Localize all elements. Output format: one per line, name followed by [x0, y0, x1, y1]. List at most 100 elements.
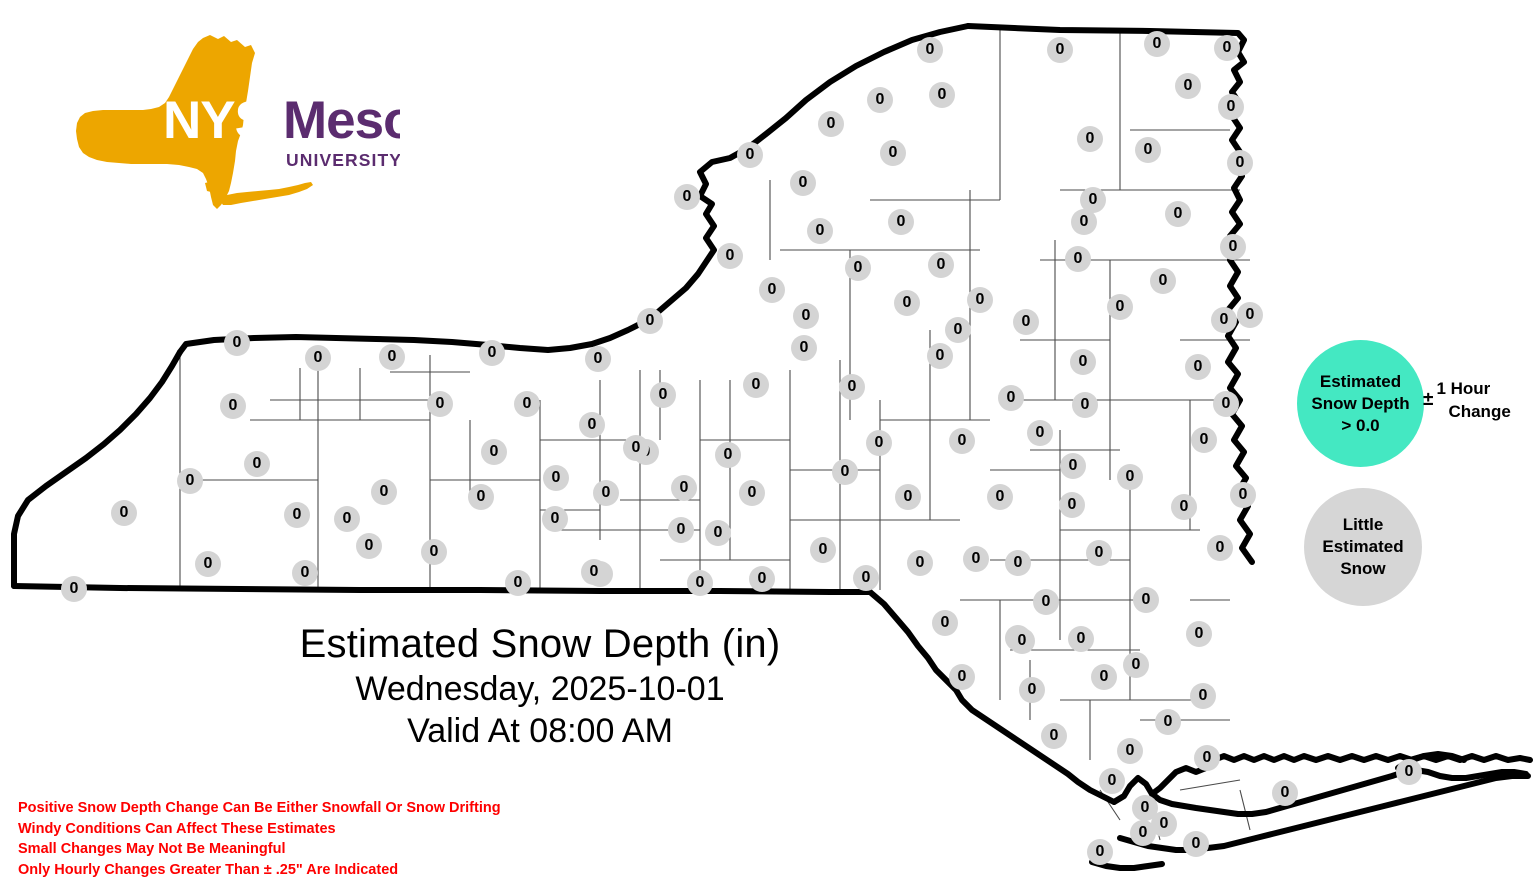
- station-marker[interactable]: 0: [224, 330, 250, 356]
- station-marker[interactable]: 0: [1133, 587, 1159, 613]
- station-marker[interactable]: 0: [866, 430, 892, 456]
- station-marker[interactable]: 0: [1214, 35, 1240, 61]
- station-marker[interactable]: 0: [579, 412, 605, 438]
- station-marker[interactable]: 0: [839, 374, 865, 400]
- station-marker[interactable]: 0: [1091, 664, 1117, 690]
- station-marker[interactable]: 0: [1041, 723, 1067, 749]
- station-marker[interactable]: 0: [1237, 302, 1263, 328]
- station-marker[interactable]: 0: [928, 252, 954, 278]
- station-marker[interactable]: 0: [945, 317, 971, 343]
- station-marker[interactable]: 0: [1272, 780, 1298, 806]
- station-marker[interactable]: 0: [1218, 94, 1244, 120]
- station-marker[interactable]: 0: [793, 303, 819, 329]
- station-marker[interactable]: 0: [177, 468, 203, 494]
- station-marker[interactable]: 0: [1211, 307, 1237, 333]
- station-marker[interactable]: 0: [759, 277, 785, 303]
- station-marker[interactable]: 0: [967, 287, 993, 313]
- station-marker[interactable]: 0: [292, 560, 318, 586]
- station-marker[interactable]: 0: [1151, 811, 1177, 837]
- station-marker[interactable]: 0: [932, 610, 958, 636]
- station-marker[interactable]: 0: [427, 391, 453, 417]
- station-marker[interactable]: 0: [1019, 677, 1045, 703]
- station-marker[interactable]: 0: [1183, 831, 1209, 857]
- station-marker[interactable]: 0: [987, 484, 1013, 510]
- station-marker[interactable]: 0: [220, 393, 246, 419]
- station-marker[interactable]: 0: [1070, 349, 1096, 375]
- station-marker[interactable]: 0: [880, 140, 906, 166]
- station-marker[interactable]: 0: [907, 550, 933, 576]
- station-marker[interactable]: 0: [1068, 626, 1094, 652]
- station-marker[interactable]: 0: [1123, 652, 1149, 678]
- station-marker[interactable]: 0: [832, 459, 858, 485]
- station-marker[interactable]: 0: [1117, 738, 1143, 764]
- station-marker[interactable]: 0: [810, 537, 836, 563]
- station-marker[interactable]: 0: [888, 209, 914, 235]
- station-marker[interactable]: 0: [505, 570, 531, 596]
- station-marker[interactable]: 0: [705, 520, 731, 546]
- station-marker[interactable]: 0: [867, 87, 893, 113]
- station-marker[interactable]: 0: [743, 372, 769, 398]
- station-marker[interactable]: 0: [543, 465, 569, 491]
- station-marker[interactable]: 0: [927, 343, 953, 369]
- station-marker[interactable]: 0: [1155, 709, 1181, 735]
- station-marker[interactable]: 0: [1171, 494, 1197, 520]
- station-marker[interactable]: 0: [1220, 234, 1246, 260]
- station-marker[interactable]: 0: [671, 475, 697, 501]
- station-marker[interactable]: 0: [1117, 464, 1143, 490]
- station-marker[interactable]: 0: [1047, 37, 1073, 63]
- station-marker[interactable]: 0: [379, 344, 405, 370]
- station-marker[interactable]: 0: [650, 382, 676, 408]
- station-marker[interactable]: 0: [1190, 683, 1216, 709]
- station-marker[interactable]: 0: [1135, 137, 1161, 163]
- station-marker[interactable]: 0: [1005, 550, 1031, 576]
- station-marker[interactable]: 0: [468, 484, 494, 510]
- station-marker[interactable]: 0: [1186, 621, 1212, 647]
- station-marker[interactable]: 0: [1009, 628, 1035, 654]
- station-marker[interactable]: 0: [111, 500, 137, 526]
- station-marker[interactable]: 0: [917, 37, 943, 63]
- station-marker[interactable]: 0: [715, 442, 741, 468]
- station-marker[interactable]: 0: [845, 255, 871, 281]
- station-marker[interactable]: 0: [1060, 453, 1086, 479]
- station-marker[interactable]: 0: [1227, 150, 1253, 176]
- station-marker[interactable]: 0: [790, 170, 816, 196]
- station-marker[interactable]: 0: [1107, 294, 1133, 320]
- station-marker[interactable]: 0: [1080, 187, 1106, 213]
- station-marker[interactable]: 0: [1077, 126, 1103, 152]
- station-marker[interactable]: 0: [284, 502, 310, 528]
- station-marker[interactable]: 0: [1099, 768, 1125, 794]
- station-marker[interactable]: 0: [542, 506, 568, 532]
- station-marker[interactable]: 0: [1071, 209, 1097, 235]
- station-marker[interactable]: 0: [1065, 246, 1091, 272]
- station-marker[interactable]: 0: [1027, 420, 1053, 446]
- station-marker[interactable]: 0: [61, 576, 87, 602]
- station-marker[interactable]: 0: [949, 664, 975, 690]
- station-marker[interactable]: 0: [1150, 268, 1176, 294]
- station-marker[interactable]: 0: [807, 218, 833, 244]
- station-marker[interactable]: 0: [963, 546, 989, 572]
- station-marker[interactable]: 0: [1072, 392, 1098, 418]
- station-marker[interactable]: 0: [481, 439, 507, 465]
- station-marker[interactable]: 0: [421, 539, 447, 565]
- station-marker[interactable]: 0: [637, 308, 663, 334]
- station-marker[interactable]: 0: [1207, 535, 1233, 561]
- station-marker[interactable]: 0: [737, 142, 763, 168]
- station-marker[interactable]: 0: [1086, 540, 1112, 566]
- station-marker[interactable]: 0: [195, 551, 221, 577]
- station-marker[interactable]: 0: [1185, 354, 1211, 380]
- station-marker[interactable]: 0: [305, 345, 331, 371]
- station-marker[interactable]: 0: [998, 385, 1024, 411]
- station-marker[interactable]: 0: [895, 484, 921, 510]
- station-marker[interactable]: 0: [334, 506, 360, 532]
- station-marker[interactable]: 0: [1194, 745, 1220, 771]
- station-marker[interactable]: 0: [674, 184, 700, 210]
- station-marker[interactable]: 0: [818, 111, 844, 137]
- station-marker[interactable]: 0: [1144, 31, 1170, 57]
- station-marker[interactable]: 0: [514, 391, 540, 417]
- station-marker[interactable]: 0: [791, 335, 817, 361]
- station-marker[interactable]: 0: [894, 290, 920, 316]
- station-marker[interactable]: 0: [1165, 201, 1191, 227]
- station-marker[interactable]: 0: [1087, 839, 1113, 865]
- station-marker[interactable]: 0: [749, 566, 775, 592]
- station-marker[interactable]: 0: [687, 570, 713, 596]
